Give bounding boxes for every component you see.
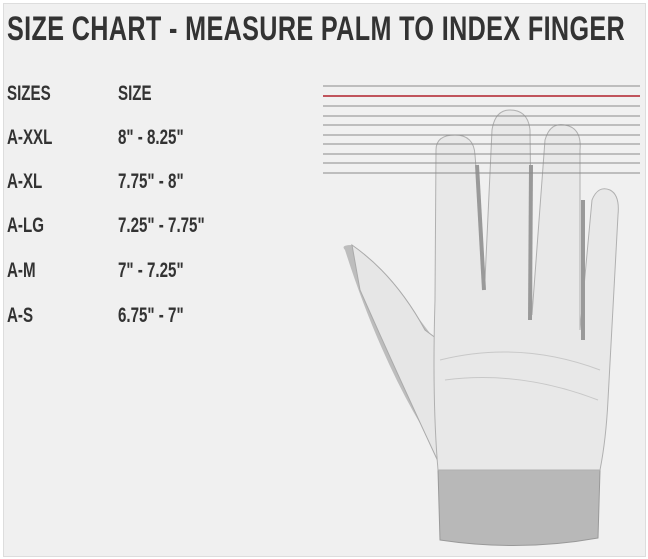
row-size: A-M (7, 259, 36, 282)
row-size: A-S (7, 304, 34, 327)
row-size: A-LG (7, 214, 44, 237)
row-range: 6.75" - 7" (118, 304, 184, 327)
glove-cuff (437, 469, 601, 547)
row-range: 8" - 8.25" (118, 126, 184, 149)
row-range: 7.75" - 8" (118, 170, 184, 193)
row-size: A-XL (7, 170, 43, 193)
row-range: 7" - 7.25" (118, 259, 184, 282)
page-title: SIZE CHART - MEASURE PALM TO INDEX FINGE… (7, 10, 626, 48)
header-size: SIZE (118, 82, 152, 105)
row-range: 7.25" - 7.75" (118, 214, 205, 237)
row-size: A-XXL (7, 126, 53, 149)
header-sizes: SIZES (7, 82, 51, 105)
glove-palm (433, 109, 619, 471)
